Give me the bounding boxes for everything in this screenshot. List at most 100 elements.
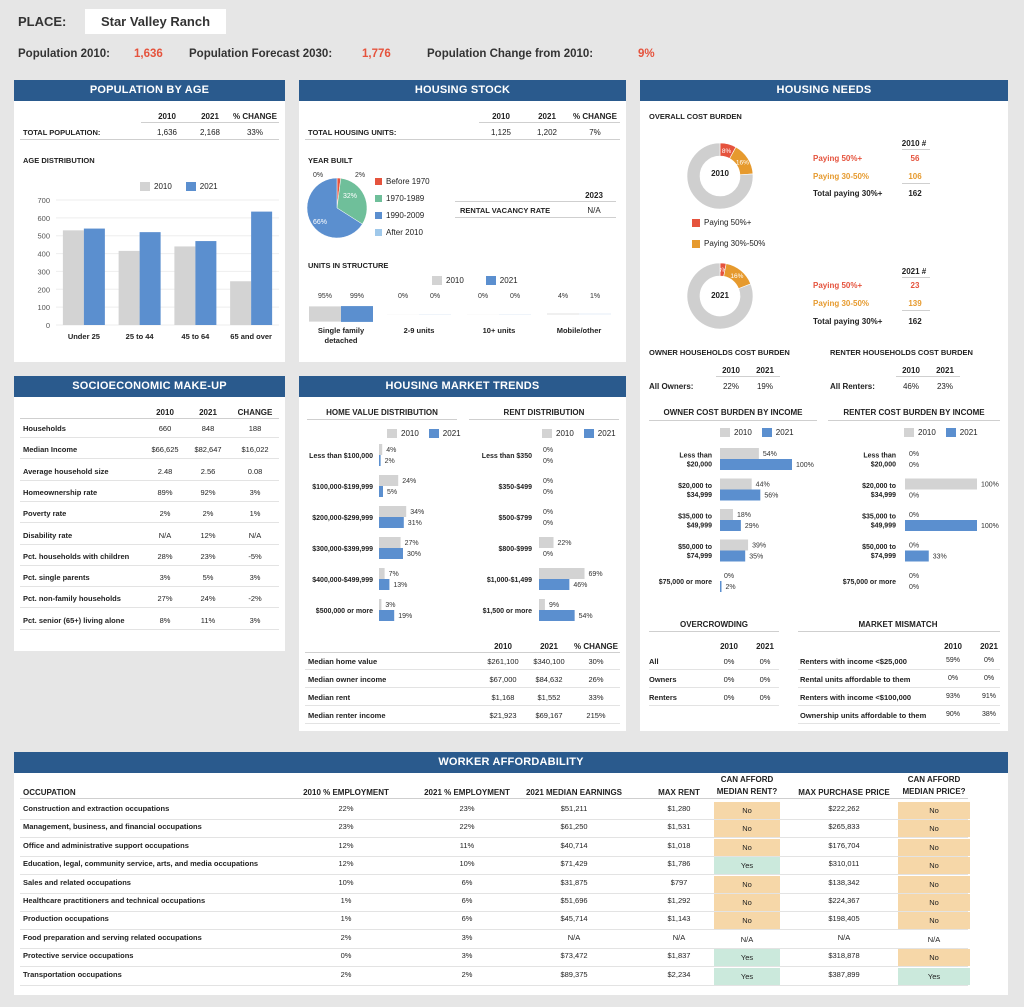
bar-2021 <box>905 520 977 531</box>
col-2021: 2021 <box>201 112 219 121</box>
mismatch-row-2010: 0% <box>947 675 959 682</box>
mt-col-2021: 2021 <box>540 642 558 651</box>
worker-emp-2021: 10% <box>459 859 475 869</box>
worker-can-afford-rent: Yes <box>714 949 780 967</box>
col-2010: 2010 <box>492 112 510 121</box>
market-row-change: 30% <box>588 657 604 666</box>
value-label-2010: 22% <box>558 540 572 547</box>
home-value-title: HOME VALUE DISTRIBUTION <box>326 408 438 417</box>
worker-affordability-card: WORKER AFFORDABILITY OCCUPATION 2010 % E… <box>14 752 1008 995</box>
legend-paying-50: Paying 50%+ <box>692 218 751 227</box>
category-label: $200,000-$299,999 <box>312 515 373 522</box>
value-label-2021: 100% <box>796 462 814 469</box>
col-change: % CHANGE <box>572 112 617 121</box>
value-label-2021: 5% <box>387 489 397 496</box>
category-label: $74,999 <box>687 553 712 560</box>
worker-can-afford-rent: Yes <box>714 967 780 985</box>
category-label: Less than $350 <box>482 453 532 460</box>
rent-dist-title: RENT DISTRIBUTION <box>503 408 585 417</box>
value-label-2010: 0% <box>543 478 553 485</box>
mismatch-row-label: Renters with income <$100,000 <box>800 693 912 702</box>
place-label: PLACE: <box>18 14 67 29</box>
pie-label-1990-2009: 66% <box>313 219 327 226</box>
y-tick-label: 400 <box>37 250 50 259</box>
worker-earnings: N/A <box>567 932 581 942</box>
forecast-value: 1,776 <box>362 48 391 60</box>
worker-earnings: $71,429 <box>560 859 588 869</box>
value-label-2021: 0% <box>909 493 919 500</box>
bar-2021 <box>379 610 395 621</box>
bar-2010 <box>379 444 383 455</box>
year-built-label: YEAR BUILT <box>308 156 353 165</box>
socio-row-2010: 8% <box>159 615 171 625</box>
value-label-2021: 29% <box>745 523 759 530</box>
t2021-r1: 23 <box>910 281 920 290</box>
total-units-change: 7% <box>589 128 601 137</box>
row-divider <box>305 669 620 670</box>
socio-row-2010: 27% <box>157 594 173 604</box>
worker-can-afford-rent: No <box>714 875 780 893</box>
worker-can-afford-price: No <box>898 912 970 930</box>
worker-earnings: $51,696 <box>560 896 588 905</box>
socio-row-change: N/A <box>248 530 262 540</box>
mismatch-row-2021: 0% <box>983 657 995 664</box>
total-pop-2021: 2,168 <box>199 128 221 137</box>
y-tick-label: 700 <box>37 196 50 205</box>
worker-emp-2021: 2% <box>461 969 473 979</box>
age-distribution-chart: 0 100 200 300 400 500 600 700 Under 25 25 to 44 45… <box>37 196 279 341</box>
legend-2021-swatch <box>485 276 496 286</box>
value-label-2010: 7% <box>389 571 399 578</box>
bar-2021 <box>379 486 383 497</box>
legend-2021-swatch <box>583 429 594 439</box>
worker-emp-2010: 1% <box>340 896 352 905</box>
worker-can-afford-rent: N/A <box>740 934 754 944</box>
worker-max-rent: $1,531 <box>667 822 691 832</box>
worker-max-rent: $1,837 <box>667 951 691 961</box>
value-label-2010: 54% <box>763 451 777 458</box>
row-divider <box>649 669 779 670</box>
socio-row-label: Median Income <box>23 445 78 455</box>
row-divider <box>20 500 279 502</box>
oc-col-2010: 2010 <box>720 642 738 651</box>
market-row-2010: $261,100 <box>487 657 519 666</box>
renter-cost-burden-label: RENTER HOUSEHOLDS COST BURDEN <box>830 348 973 357</box>
bar-2021 <box>539 610 575 621</box>
worker-emp-2010: 2% <box>340 932 352 942</box>
legend-2010-label: 2010 <box>401 429 419 438</box>
value-label-2021: 33% <box>933 554 947 561</box>
overcrowd-row-2021: 0% <box>759 657 771 666</box>
legend-2021-label: 2021 <box>959 428 978 437</box>
bar-2010 <box>539 599 545 610</box>
donut-slice-other <box>686 142 754 210</box>
socio-row-change: 188 <box>248 424 262 433</box>
legend-2021-swatch <box>428 429 439 439</box>
value-label-2021: 2% <box>385 458 395 465</box>
mismatch-row-2021: 91% <box>981 693 996 700</box>
total-units-2010: 1,125 <box>490 128 512 137</box>
value-label-2021: 0% <box>909 584 919 591</box>
pie-label-before-1970: 2% <box>355 172 365 179</box>
housing-stock-title: HOUSING STOCK <box>299 80 626 101</box>
pie-slice-1990-2009 <box>306 177 363 239</box>
value-label-2010: 0% <box>909 573 919 580</box>
worker-max-rent: $1,018 <box>667 840 691 850</box>
y-tick-label: 100 <box>37 303 50 312</box>
t2010-r2-label: Paying 30-50% <box>813 172 870 181</box>
row-divider <box>649 705 779 706</box>
worker-max-rent: $1,280 <box>667 804 691 813</box>
total-pop-2010: 1,636 <box>156 128 178 137</box>
worker-max-purchase: $138,342 <box>828 877 860 887</box>
category-label: $500-$799 <box>499 515 533 522</box>
socio-row-label: Pct. senior (65+) living alone <box>23 615 125 625</box>
worker-emp-2010: 23% <box>338 822 354 832</box>
worker-occupation: Protective service occupations <box>23 951 134 961</box>
market-row-label: Median home value <box>308 657 378 666</box>
socio-row-2021: 24% <box>200 594 216 604</box>
market-row-2021: $69,167 <box>535 711 563 720</box>
total-pop-change: 33% <box>246 128 263 137</box>
category-label: $100,000-$199,999 <box>312 484 373 491</box>
socio-col-change: CHANGE <box>237 408 273 417</box>
value-label-2010: 69% <box>589 571 603 578</box>
worker-max-rent: $1,292 <box>667 896 691 905</box>
change-value: 9% <box>638 48 655 60</box>
